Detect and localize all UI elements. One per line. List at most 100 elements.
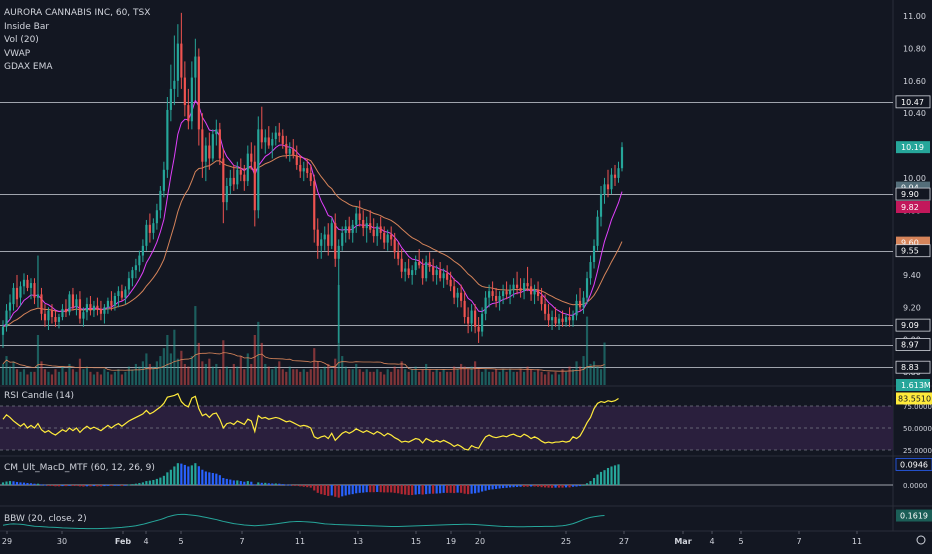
price-badge-label: 9.90: [901, 190, 919, 199]
candle: [453, 286, 456, 298]
candle: [407, 268, 410, 275]
macd-value-badge: [895, 457, 932, 471]
indicator-volume[interactable]: Vol (20): [4, 35, 39, 46]
candle: [592, 245, 596, 263]
time-axis-label: 27: [619, 537, 629, 546]
macd-histogram-bar: [463, 485, 466, 494]
volume-bar: [134, 363, 137, 385]
candle: [141, 245, 144, 256]
volume-bar: [348, 369, 351, 385]
candle: [85, 304, 89, 313]
time-axis-label: 19: [446, 537, 456, 546]
macd-histogram-bar: [547, 485, 550, 488]
macd-histogram-bar: [71, 485, 75, 486]
candle: [229, 177, 232, 186]
volume-bar: [540, 371, 543, 385]
indicator-vwap[interactable]: VWAP: [4, 48, 31, 59]
indicator-gdax-ema[interactable]: GDAX EMA: [4, 62, 53, 73]
candle: [393, 239, 396, 253]
macd-histogram-bar: [267, 483, 270, 485]
volume-bar: [33, 371, 36, 385]
macd-histogram-bar: [85, 485, 89, 487]
candle: [481, 313, 484, 332]
candle: [561, 318, 564, 322]
candle: [456, 292, 459, 298]
candle: [36, 294, 40, 298]
bbw-value-badge: [896, 509, 932, 522]
candle: [5, 310, 8, 327]
volume-bar: [512, 371, 515, 385]
macd-histogram-bar: [425, 485, 428, 495]
candle: [418, 262, 421, 266]
macd-histogram-bar: [536, 485, 540, 487]
macd-histogram-bar: [166, 472, 169, 485]
candle: [522, 283, 526, 292]
volume-bar: [362, 371, 365, 385]
volume-bar: [19, 371, 22, 385]
candle: [582, 297, 585, 308]
candle: [435, 270, 438, 275]
volume-bar: [215, 363, 218, 385]
settings-gear-icon[interactable]: [916, 535, 926, 545]
candle: [166, 109, 169, 170]
indicator-inside-bar[interactable]: Inside Bar: [4, 21, 50, 32]
price-badge-label: 9.55: [901, 247, 919, 256]
symbol-title[interactable]: AURORA CANNABIS INC, 60, TSX: [4, 8, 151, 18]
macd-histogram-bar: [309, 485, 312, 488]
volume-bar: [36, 335, 40, 385]
candle: [190, 77, 193, 122]
volume-bar: [124, 371, 127, 385]
candle: [610, 174, 613, 190]
macd-pane-title[interactable]: CM_Ult_MacD_MTF (60, 12, 26, 9): [4, 463, 155, 473]
volume-bar: [194, 306, 197, 385]
candle: [134, 265, 137, 271]
macd-histogram-bar: [540, 485, 543, 488]
rsi-pane-title[interactable]: RSI Candle (14): [4, 391, 75, 401]
candle: [470, 310, 473, 324]
volume-bar: [141, 361, 144, 385]
volume-bar: [15, 369, 19, 385]
candle: [397, 252, 400, 259]
volume-bar: [187, 366, 190, 385]
candle: [285, 143, 288, 154]
volume-bar: [92, 374, 96, 385]
volume-bar: [498, 371, 501, 385]
volume-bar: [306, 371, 309, 385]
candle: [484, 297, 487, 314]
candle: [344, 226, 347, 233]
candle: [564, 317, 568, 322]
candle: [197, 56, 200, 130]
macd-histogram-bar: [288, 484, 291, 486]
volume-bar: [341, 356, 344, 385]
volume-bar: [543, 374, 547, 385]
macd-histogram-bar: [8, 481, 12, 485]
volume-bar: [575, 361, 578, 385]
volume-bar: [208, 358, 211, 385]
macd-histogram-bar: [320, 485, 323, 495]
volume-bar: [57, 371, 61, 385]
macd-histogram-bar: [554, 485, 557, 488]
candle: [512, 284, 515, 290]
candle: [110, 300, 113, 306]
bbw-pane-title[interactable]: BBW (20, close, 2): [4, 514, 87, 524]
macd-histogram-bar: [36, 483, 40, 485]
macd-histogram-bar: [533, 485, 536, 487]
chart-legend: AURORA CANNABIS INC, 60, TSX Inside Bar …: [4, 7, 150, 75]
volume-bar: [1, 363, 5, 385]
candle: [358, 213, 361, 220]
volume-bar: [323, 366, 326, 385]
macd-histogram-bar: [589, 481, 592, 485]
macd-histogram-bar: [222, 478, 225, 485]
volume-bar: [365, 369, 368, 385]
macd-histogram-bar: [512, 485, 515, 488]
macd-histogram-bar: [12, 481, 15, 485]
macd-histogram-bar: [327, 485, 330, 496]
candle: [442, 273, 445, 279]
candle: [463, 300, 466, 318]
candle: [516, 284, 519, 288]
candle: [550, 317, 554, 321]
candle: [355, 213, 358, 225]
volume-bar: [211, 366, 214, 385]
